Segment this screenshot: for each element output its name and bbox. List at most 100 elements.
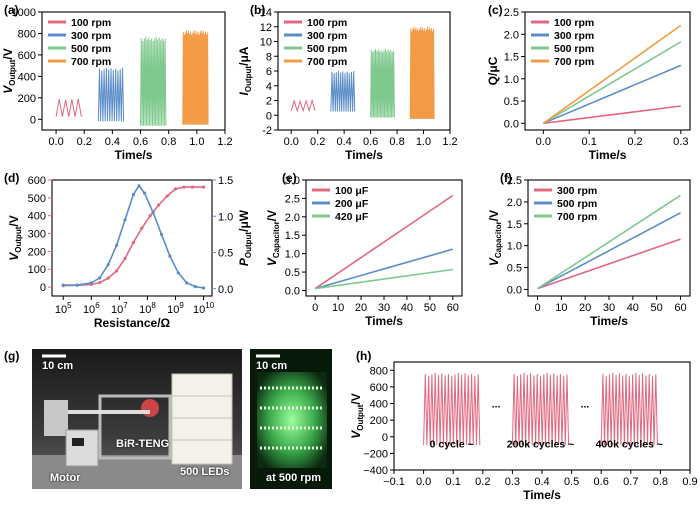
series-line bbox=[63, 184, 204, 289]
series-line bbox=[370, 48, 395, 118]
x-axis-label: Time/s bbox=[523, 488, 561, 502]
data-point bbox=[202, 286, 206, 290]
x-axis-label: Time/s bbox=[115, 148, 153, 162]
legend-entry: 500 rpm bbox=[307, 43, 347, 55]
panel-label: (b) bbox=[250, 3, 265, 17]
y-tick-label: 8 bbox=[266, 51, 272, 63]
x-tick-label: 0.6 bbox=[133, 136, 148, 148]
label-rpm: at 500 rpm bbox=[266, 472, 322, 484]
x-tick-label: 1.2 bbox=[442, 136, 457, 148]
y-tick-label: 500 bbox=[28, 193, 46, 205]
y-tick-label: 0.5 bbox=[285, 267, 300, 279]
legend-entry: 500 rpm bbox=[557, 198, 597, 210]
x-axis-label: Time/s bbox=[590, 314, 628, 328]
x-tick-label: 0.4 bbox=[534, 476, 549, 488]
x-tick-label: 20 bbox=[355, 302, 367, 314]
series-line bbox=[315, 268, 453, 290]
y-tick-label: 0 bbox=[40, 282, 46, 294]
x-tick-label: 0.9 bbox=[682, 476, 697, 488]
y2-tick-label: 1.0 bbox=[218, 211, 233, 223]
series-line bbox=[542, 64, 682, 125]
x-tick-label: 40 bbox=[627, 302, 639, 314]
axes-frame bbox=[51, 179, 213, 297]
y-tick-label: 2.0 bbox=[507, 197, 522, 209]
data-point bbox=[165, 194, 169, 198]
data-point bbox=[75, 283, 79, 287]
y-tick-label: 2.0 bbox=[285, 212, 300, 224]
data-point bbox=[182, 185, 186, 189]
x-tick-label: 0.1 bbox=[582, 136, 597, 148]
series-line bbox=[542, 24, 682, 124]
y-axis-label: VOutput/V bbox=[349, 393, 365, 439]
x-axis-label: Time/s bbox=[345, 148, 383, 162]
data-point bbox=[173, 187, 178, 191]
legend-entry: 300 rpm bbox=[71, 30, 111, 42]
x-axis-label: Resistance/Ω bbox=[94, 316, 171, 330]
x-tick-label: −0.1 bbox=[383, 476, 405, 488]
series-line bbox=[97, 67, 125, 122]
series-line bbox=[542, 41, 682, 124]
legend-entry: 420 μF bbox=[335, 211, 369, 223]
series-line bbox=[600, 372, 658, 446]
y2-tick-label: 1.5 bbox=[218, 175, 233, 187]
x-tick-label: 50 bbox=[424, 302, 436, 314]
x-tick-label: 0.0 bbox=[536, 136, 551, 148]
data-point bbox=[106, 263, 110, 267]
x-tick-label: 30 bbox=[378, 302, 390, 314]
label-leds: 500 LEDs bbox=[180, 466, 230, 478]
series-line bbox=[423, 372, 481, 446]
x-tick-label: 105 bbox=[55, 301, 72, 316]
x-tick-label: 0.3 bbox=[505, 476, 520, 488]
panel-label-g: (g) bbox=[4, 349, 20, 363]
data-point bbox=[106, 276, 110, 280]
y-tick-label: 4 bbox=[266, 81, 272, 93]
x-axis-label: Time/s bbox=[365, 314, 403, 328]
panel-label: (f) bbox=[500, 171, 512, 185]
data-point bbox=[157, 203, 161, 207]
x-axis-label: Time/s bbox=[589, 148, 627, 162]
y-tick-label: 6 bbox=[266, 66, 272, 78]
data-point bbox=[151, 211, 155, 215]
y-tick-label: 600 bbox=[28, 175, 46, 187]
data-point bbox=[190, 185, 194, 189]
x-tick-label: 0.1 bbox=[446, 476, 461, 488]
cycle-annotation: 200k cycles ~ bbox=[507, 439, 574, 451]
y-axis-label: IOutput/μA bbox=[237, 46, 253, 95]
x-tick-label: 107 bbox=[111, 301, 128, 316]
label-motor: Motor bbox=[50, 472, 81, 484]
y-axis-label: VOutput/V bbox=[1, 48, 17, 94]
x-tick-label: 0.3 bbox=[673, 136, 688, 148]
x-tick-label: 20 bbox=[579, 302, 591, 314]
x-tick-label: 10 bbox=[555, 302, 567, 314]
legend-entry: 100 rpm bbox=[71, 17, 111, 29]
y-tick-label: 400 bbox=[18, 71, 36, 83]
y-axis-label: VOutput/V bbox=[7, 215, 23, 261]
y-tick-label: −200 bbox=[363, 448, 388, 460]
data-point bbox=[98, 281, 102, 285]
y-tick-label: 0.0 bbox=[285, 285, 300, 297]
x-tick-label: 50 bbox=[651, 302, 663, 314]
legend-entry: 300 rpm bbox=[554, 30, 594, 42]
data-point bbox=[89, 281, 93, 285]
y-axis-label: VCapacitor/V bbox=[487, 210, 503, 266]
series-line bbox=[63, 186, 204, 287]
y-tick-label: 400 bbox=[370, 399, 388, 411]
data-point bbox=[159, 232, 164, 236]
legend-entry: 700 rpm bbox=[554, 56, 594, 68]
scale-label-right: 10 cm bbox=[256, 360, 288, 372]
y-tick-label: 2.0 bbox=[504, 29, 519, 41]
y-tick-label: 0.0 bbox=[504, 118, 519, 130]
x-tick-label: 0.0 bbox=[284, 136, 299, 148]
series-line bbox=[182, 30, 209, 125]
axes-frame bbox=[524, 11, 691, 131]
x-tick-label: 0 bbox=[534, 302, 540, 314]
x-tick-label: 60 bbox=[447, 302, 459, 314]
x-tick-label: 1.0 bbox=[416, 136, 431, 148]
y-tick-label: 0 bbox=[266, 110, 272, 122]
y-tick-label: 1000 bbox=[12, 7, 36, 19]
legend-entry: 100 μF bbox=[335, 185, 369, 197]
series-line bbox=[290, 98, 316, 113]
y-tick-label: 1.0 bbox=[504, 74, 519, 86]
y-tick-label: 0.5 bbox=[507, 263, 522, 275]
